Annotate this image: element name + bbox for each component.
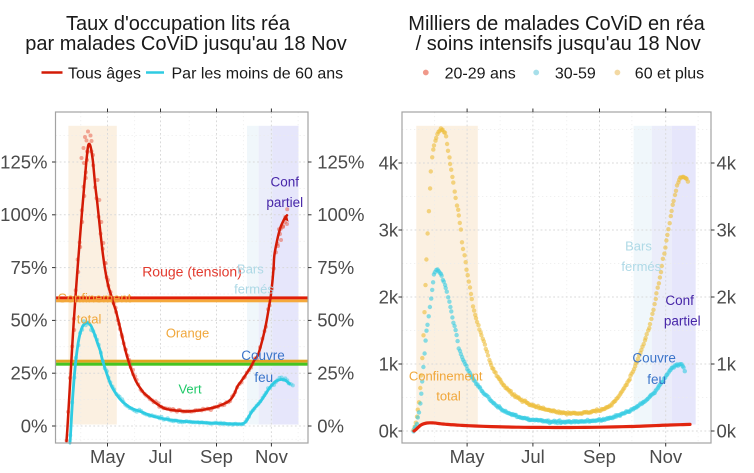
svg-text:1k: 1k: [717, 353, 737, 374]
svg-text:125%: 125%: [0, 151, 47, 172]
svg-text:Bars: Bars: [237, 262, 264, 277]
svg-text:4k: 4k: [717, 152, 737, 173]
svg-text:Conf: Conf: [665, 293, 694, 308]
svg-text:feu: feu: [254, 370, 273, 385]
svg-text:125%: 125%: [317, 151, 364, 172]
svg-text:Nov: Nov: [649, 446, 683, 467]
svg-text:Nov: Nov: [255, 446, 289, 467]
svg-text:3k: 3k: [379, 219, 399, 240]
svg-text:1k: 1k: [379, 353, 399, 374]
svg-text:Vert: Vert: [178, 382, 202, 397]
svg-text:0%: 0%: [21, 415, 48, 436]
svg-text:50%: 50%: [317, 310, 354, 331]
svg-text:Orange: Orange: [166, 326, 209, 341]
svg-text:fermés: fermés: [621, 259, 661, 274]
svg-text:Sep: Sep: [583, 446, 616, 467]
svg-text:total: total: [436, 389, 461, 404]
svg-text:100%: 100%: [317, 204, 364, 225]
svg-text:Tous âges: Tous âges: [68, 65, 141, 82]
svg-text:75%: 75%: [10, 257, 47, 278]
svg-text:0%: 0%: [317, 415, 344, 436]
svg-text:par malades CoViD jusqu'au 18: par malades CoViD jusqu'au 18 Nov: [25, 33, 346, 55]
svg-text:Couvre: Couvre: [632, 351, 676, 366]
svg-text:Taux d'occupation lits réa: Taux d'occupation lits réa: [66, 13, 291, 35]
svg-text:Milliers de malades CoViD en r: Milliers de malades CoViD en réa: [408, 13, 705, 35]
svg-text:fermés: fermés: [234, 282, 274, 297]
svg-text:Conf: Conf: [271, 175, 300, 190]
svg-text:60 et plus: 60 et plus: [635, 65, 704, 82]
svg-text:Sep: Sep: [200, 446, 233, 467]
svg-text:50%: 50%: [10, 310, 47, 331]
svg-text:30-59: 30-59: [555, 65, 596, 82]
svg-text:0k: 0k: [379, 420, 399, 441]
svg-text:100%: 100%: [0, 204, 47, 225]
svg-text:Par les moins de 60 ans: Par les moins de 60 ans: [172, 65, 344, 82]
svg-text:Bars: Bars: [625, 239, 652, 254]
svg-text:Couvre: Couvre: [241, 348, 285, 363]
svg-text:2k: 2k: [379, 286, 399, 307]
svg-text:partiel: partiel: [266, 195, 303, 210]
svg-text:25%: 25%: [317, 363, 354, 384]
svg-text:3k: 3k: [717, 219, 737, 240]
svg-text:Confinement: Confinement: [58, 291, 132, 306]
svg-text:/ soins intensifs jusqu'au 18: / soins intensifs jusqu'au 18 Nov: [416, 33, 701, 55]
svg-text:Jul: Jul: [149, 446, 173, 467]
svg-text:May: May: [90, 446, 126, 467]
svg-text:Jul: Jul: [521, 446, 545, 467]
svg-text:20-29 ans: 20-29 ans: [445, 65, 516, 82]
svg-text:May: May: [450, 446, 486, 467]
svg-text:25%: 25%: [10, 363, 47, 384]
svg-text:2k: 2k: [717, 286, 737, 307]
svg-text:75%: 75%: [317, 257, 354, 278]
svg-text:0k: 0k: [717, 420, 737, 441]
svg-text:Confinement: Confinement: [409, 369, 483, 384]
svg-text:partiel: partiel: [664, 314, 701, 329]
svg-text:feu: feu: [647, 372, 666, 387]
svg-text:4k: 4k: [379, 152, 399, 173]
svg-text:Rouge (tension): Rouge (tension): [142, 264, 242, 280]
svg-text:total: total: [77, 312, 102, 327]
